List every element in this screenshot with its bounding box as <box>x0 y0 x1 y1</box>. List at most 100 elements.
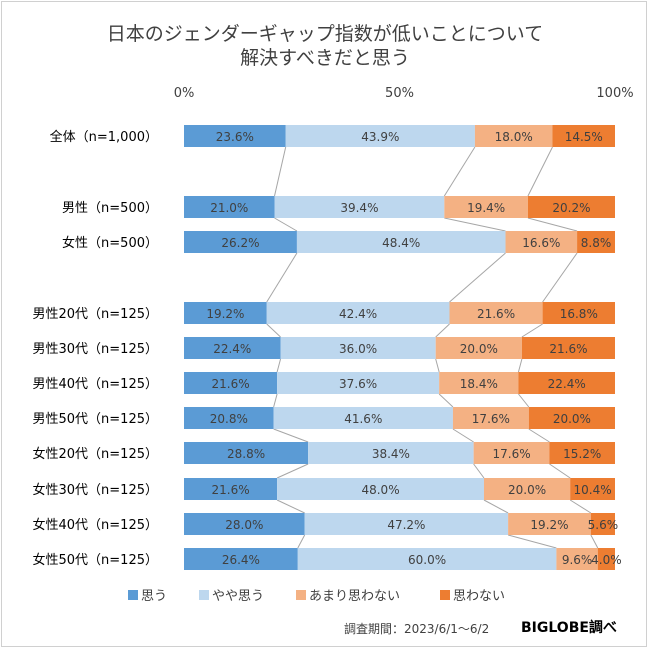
series-connector-line <box>569 499 592 514</box>
data-label: 38.4% <box>372 447 410 461</box>
chart-title-line2: 解決すべきだと思う <box>240 47 410 69</box>
bar-segment-omowanai <box>528 407 615 429</box>
legend-label: やや思う <box>212 589 264 604</box>
series-connector-line <box>266 323 281 338</box>
series-connector-line <box>266 252 298 303</box>
bar-segment-yaya-omou <box>273 407 453 429</box>
series-connector-line <box>273 428 309 443</box>
data-label: 37.6% <box>339 377 377 391</box>
data-label: 60.0% <box>408 553 446 567</box>
data-label: 17.6% <box>472 412 510 426</box>
bar-segment-omowanai <box>552 125 615 147</box>
bar-segment-omowanai <box>518 372 615 394</box>
bar-segment-omowanai <box>577 231 615 253</box>
bar-segment-omou <box>184 337 281 359</box>
category-label: 男性40代（n=125） <box>33 377 159 392</box>
series-connector-line <box>276 499 305 514</box>
series-connector-line <box>443 146 476 197</box>
bar-segment-yaya-omou <box>266 302 450 324</box>
bar-segment-omou <box>184 513 305 535</box>
series-connector-line <box>549 463 571 479</box>
series-connector-line <box>590 534 599 549</box>
data-label: 18.4% <box>460 377 498 391</box>
data-label: 28.0% <box>225 518 263 532</box>
series-connector-line <box>528 428 550 443</box>
data-label: 21.6% <box>549 342 587 356</box>
bar-segment-omou <box>184 302 267 324</box>
category-label: 男性50代（n=125） <box>33 412 159 427</box>
bar-segment-yaya-omou <box>297 548 557 570</box>
category-label: 女性40代（n=125） <box>33 517 159 533</box>
series-connector-line <box>276 463 309 479</box>
data-label: 20.8% <box>210 412 248 426</box>
series-connector-line <box>435 323 450 338</box>
bar-segment-omou <box>184 442 309 464</box>
data-label: 43.9% <box>361 130 399 144</box>
data-label: 26.2% <box>221 236 259 250</box>
data-label: 23.6% <box>216 130 254 144</box>
data-label: 48.4% <box>382 236 420 250</box>
series-connector-line <box>452 428 474 443</box>
bar-segment-yaya-omou <box>274 196 445 218</box>
data-label: 41.6% <box>344 412 382 426</box>
category-label: 男性20代（n=125） <box>33 307 159 322</box>
bar-segment-amari-omowanai <box>444 196 528 218</box>
bar-segment-omowanai <box>542 302 615 324</box>
series-connector-line <box>527 217 578 232</box>
bar-segment-amari-omowanai <box>508 513 591 535</box>
data-label: 20.0% <box>508 483 546 497</box>
category-label: 女性（n=500） <box>62 235 158 251</box>
bar-segment-amari-omowanai <box>439 372 519 394</box>
series-connector-line <box>444 217 506 232</box>
data-label: 9.6% <box>562 553 593 567</box>
legend-label: あまり思わない <box>309 589 400 604</box>
bar-segment-yaya-omou <box>304 513 509 535</box>
category-label: 全体（n=1,000） <box>50 129 158 145</box>
bar-segment-yaya-omou <box>308 442 474 464</box>
category-label: 男性（n=500） <box>62 201 158 216</box>
bar-segment-amari-omowanai <box>449 302 543 324</box>
series-connector-line <box>276 358 282 373</box>
bar-segment-amari-omowanai <box>452 407 529 429</box>
series-connector-line <box>542 252 578 303</box>
bar-segment-omou <box>184 231 297 253</box>
data-label: 21.0% <box>210 201 248 215</box>
series-connector-line <box>274 217 298 232</box>
bar-segment-amari-omowanai <box>505 231 578 253</box>
bar-segment-amari-omowanai <box>483 478 571 500</box>
data-label: 22.4% <box>548 377 586 391</box>
data-label: 19.4% <box>467 201 505 215</box>
series-connector-line <box>473 463 485 479</box>
legend-swatch <box>128 590 138 600</box>
bar-segment-yaya-omou <box>296 231 506 253</box>
category-label: 女性50代（n=125） <box>33 552 159 568</box>
series-connector-line <box>274 146 287 197</box>
data-label: 4.0% <box>591 553 622 567</box>
series-connector-line <box>438 393 454 408</box>
bar-segment-omowanai <box>597 548 615 570</box>
bar-segment-amari-omowanai <box>473 442 550 464</box>
legend-swatch <box>296 590 306 600</box>
data-label: 21.6% <box>477 307 515 321</box>
data-label: 22.4% <box>213 342 251 356</box>
bar-segment-omowanai <box>590 513 615 535</box>
data-label: 10.4% <box>574 483 612 497</box>
legend-label: 思う <box>141 589 167 604</box>
survey-period: 調査期間：2023/6/1～6/2 <box>344 622 490 636</box>
series-connector-line <box>483 499 509 514</box>
bar-segment-omou <box>184 125 286 147</box>
bar-segment-omowanai <box>527 196 615 218</box>
series-connector-line <box>449 252 506 303</box>
data-label: 48.0% <box>361 483 399 497</box>
data-label: 20.0% <box>553 412 591 426</box>
series-connector-line <box>521 323 543 338</box>
data-label: 21.6% <box>211 483 249 497</box>
data-label: 5.6% <box>588 518 619 532</box>
data-label: 20.0% <box>460 342 498 356</box>
x-tick-label: 0% <box>174 86 195 101</box>
series-connector-line <box>273 393 278 408</box>
bar-segment-omou <box>184 407 274 429</box>
data-label: 14.5% <box>565 130 603 144</box>
legend-swatch <box>199 590 209 600</box>
